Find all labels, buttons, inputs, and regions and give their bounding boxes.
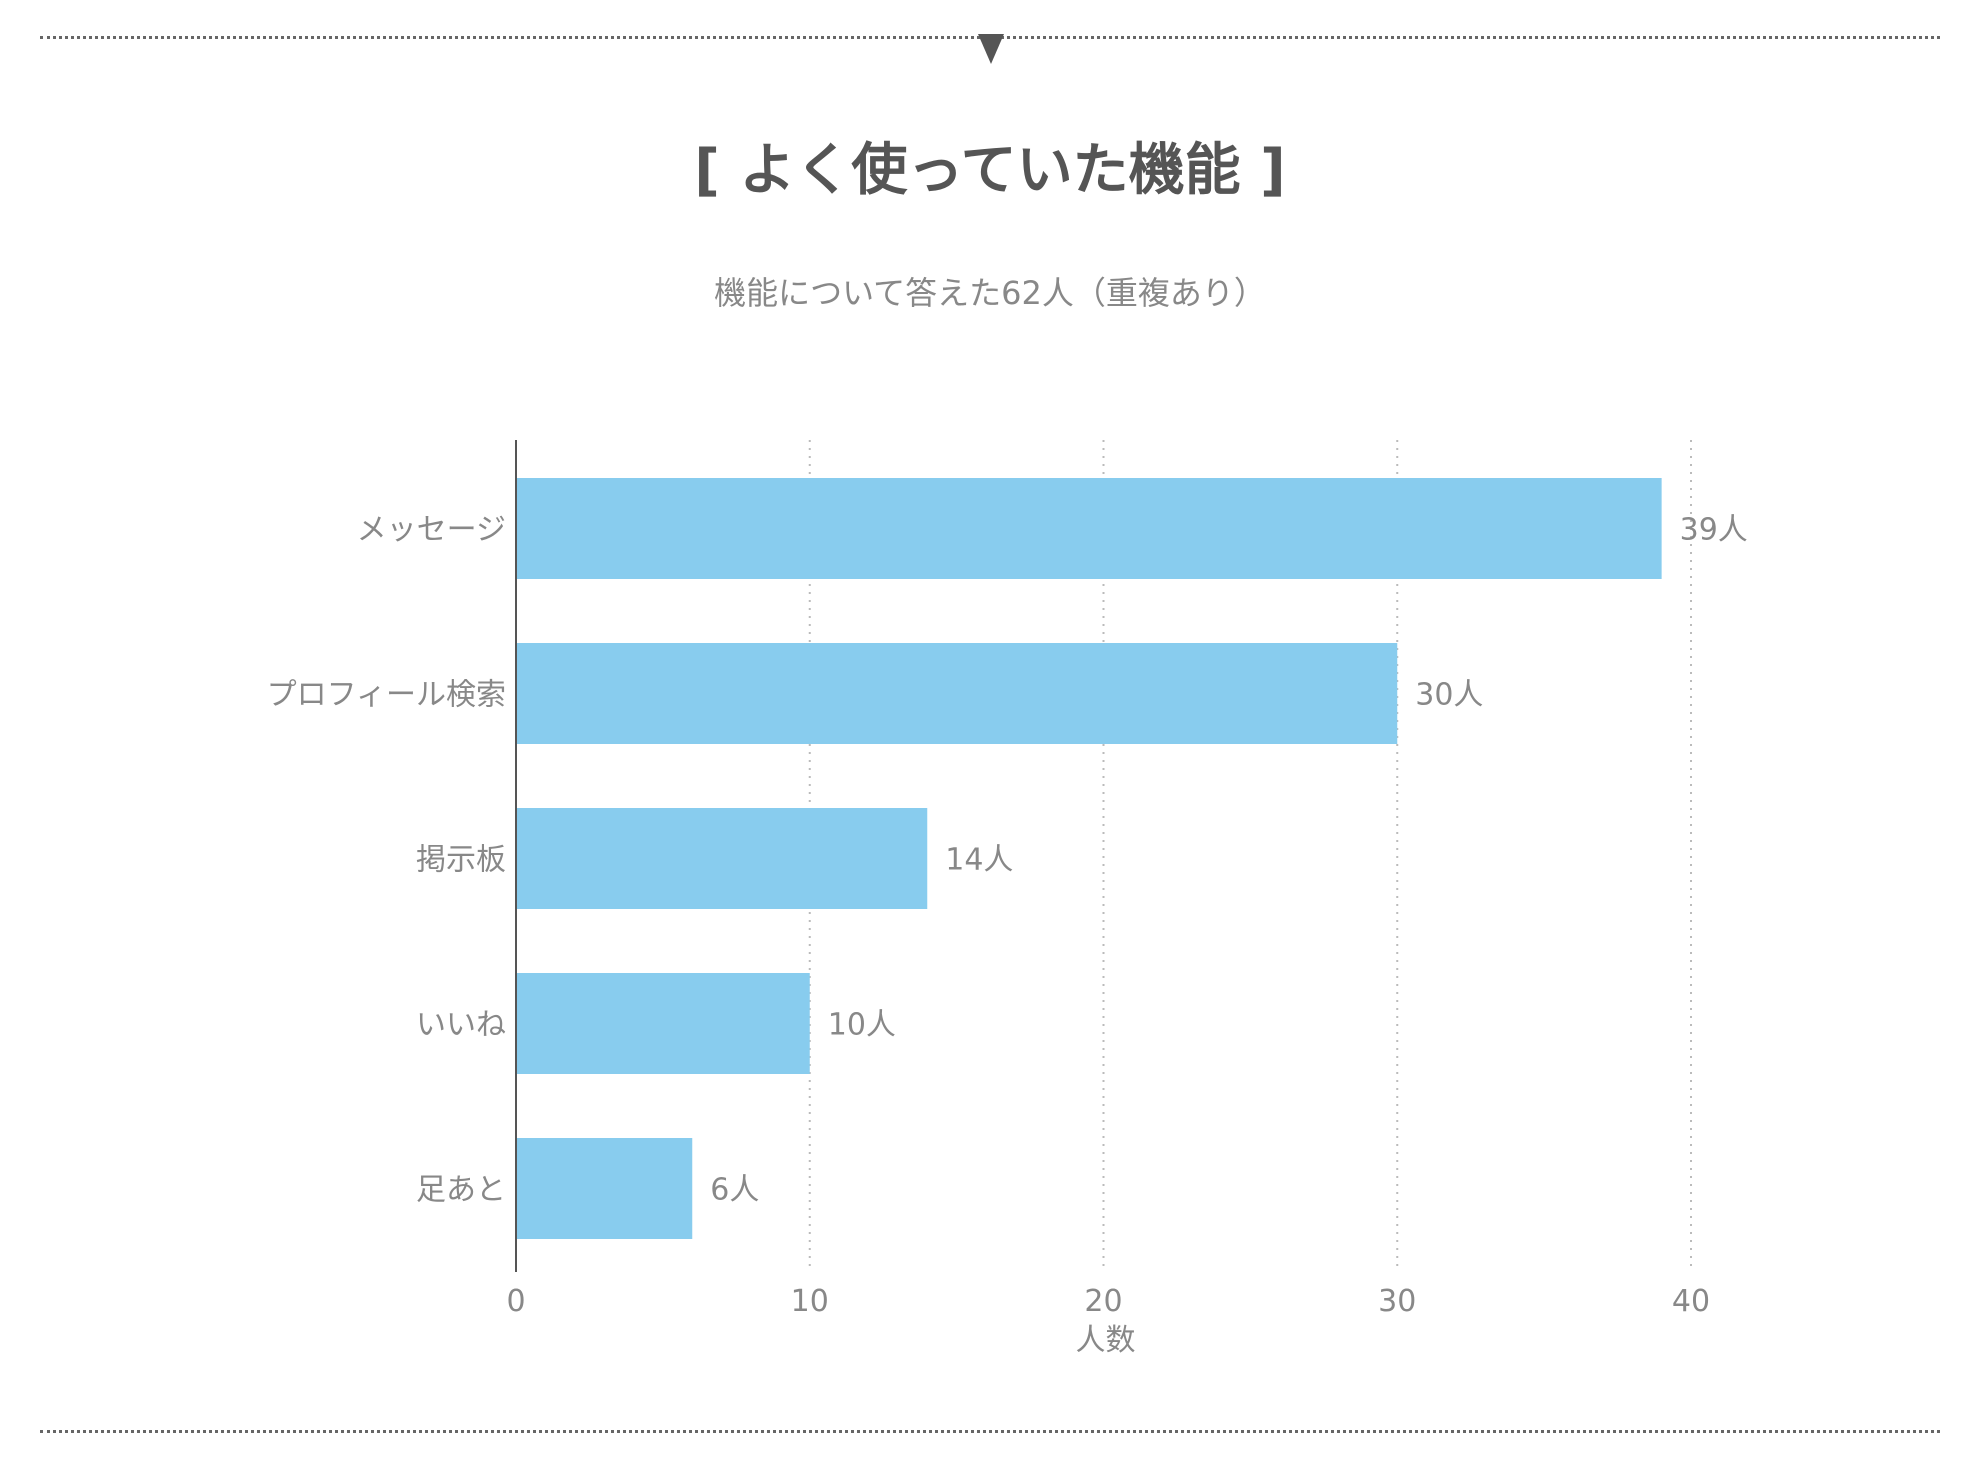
- x-tick-label: 20: [1084, 1284, 1122, 1319]
- category-label: プロフィール検索: [267, 678, 506, 713]
- x-axis-label: 人数: [1076, 1323, 1136, 1358]
- bottom-dotted-separator: [40, 1430, 1940, 1433]
- x-tick-label: 30: [1378, 1284, 1416, 1319]
- chart-title: [ よく使っていた機能 ]: [694, 138, 1286, 203]
- category-label: 足あと: [416, 1173, 506, 1208]
- bar: [516, 643, 1398, 744]
- chart-subtitle: 機能について答えた62人（重複あり）: [714, 274, 1266, 312]
- category-label: 掲示板: [416, 843, 506, 878]
- data-label: 10人: [828, 1008, 896, 1043]
- x-tick-label: 40: [1672, 1284, 1710, 1319]
- bar: [516, 973, 810, 1074]
- category-label: いいね: [416, 1008, 506, 1043]
- data-label: 14人: [945, 843, 1013, 878]
- data-label: 30人: [1415, 678, 1483, 713]
- x-tick-label: 0: [506, 1284, 525, 1319]
- down-triangle-icon: [978, 34, 1004, 64]
- data-label: 6人: [710, 1173, 759, 1208]
- x-tick-label: 10: [791, 1284, 829, 1319]
- bar: [516, 1138, 693, 1239]
- category-label: メッセージ: [357, 513, 506, 548]
- bar: [516, 478, 1662, 579]
- data-label: 39人: [1680, 513, 1748, 548]
- bar: [516, 808, 928, 909]
